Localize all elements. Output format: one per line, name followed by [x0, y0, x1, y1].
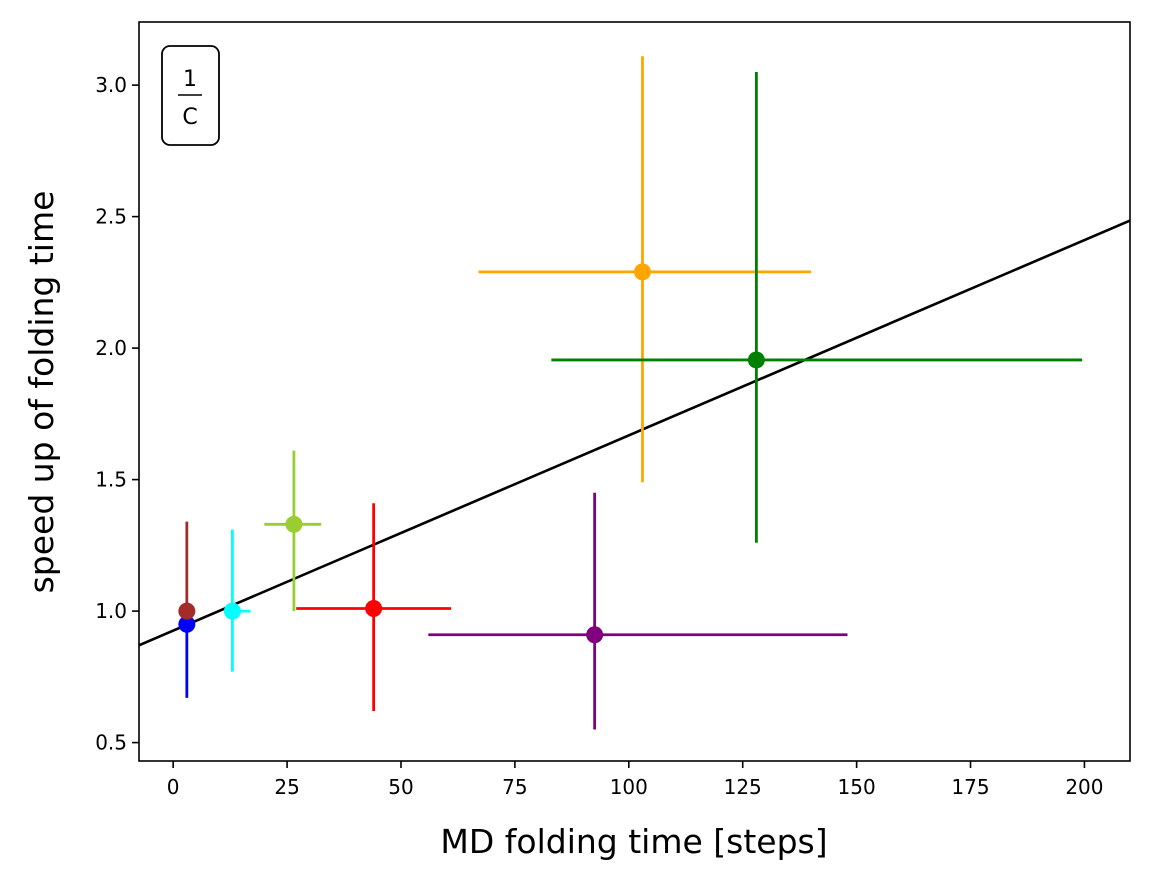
fit-line-layer [139, 219, 1130, 647]
data-point-2 [223, 602, 241, 620]
annotation-denominator: C [182, 105, 197, 130]
data-point-3 [285, 515, 303, 533]
data-point-1 [178, 602, 196, 620]
x-tick-label-3: 75 [502, 775, 527, 799]
annotation-box: 1 C [161, 45, 220, 146]
x-tick-label-7: 175 [951, 775, 989, 799]
y-axis-label: speed up of folding time [22, 191, 61, 594]
x-tick-label-6: 150 [838, 775, 876, 799]
plot-area [139, 56, 1130, 730]
x-tick-label-2: 50 [388, 775, 413, 799]
x-tick-label-0: 0 [167, 775, 180, 799]
x-tick-label-5: 125 [724, 775, 762, 799]
error-bars-layer [185, 56, 1083, 730]
y-tick-label-0: 0.5 [95, 731, 127, 755]
y-tick-label-4: 2.5 [95, 205, 127, 229]
y-tick-label-2: 1.5 [95, 468, 127, 492]
data-point-5 [586, 626, 604, 644]
y-tick-label-5: 3.0 [95, 73, 127, 97]
x-tick-label-8: 200 [1065, 775, 1103, 799]
plot-frame [138, 21, 1131, 762]
x-axis-label: MD folding time [steps] [440, 822, 827, 861]
data-point-0 [178, 615, 196, 633]
data-point-4 [365, 599, 383, 617]
x-tick-label-4: 100 [610, 775, 648, 799]
y-tick-label-3: 2.0 [95, 336, 127, 360]
markers-layer [178, 263, 765, 644]
data-point-7 [747, 351, 765, 369]
x-tick-label-1: 25 [274, 775, 299, 799]
annotation-numerator: 1 [183, 67, 197, 92]
fit-line [139, 219, 1130, 647]
y-axis-ticks: 0.5 1.0 1.5 2.0 2.5 3.0 [95, 73, 139, 755]
x-axis-ticks: 0 25 50 75 100 125 150 175 200 [167, 761, 1104, 799]
data-point-6 [633, 263, 651, 281]
y-tick-label-1: 1.0 [95, 599, 127, 623]
